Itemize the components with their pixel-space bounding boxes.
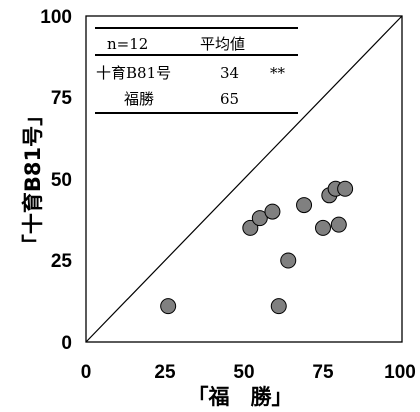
y-axis: 0 25 50 75 100 — [40, 7, 72, 354]
x-tick-label: 75 — [312, 362, 334, 383]
data-point-12 — [337, 180, 354, 197]
x-tick-label: 0 — [81, 362, 92, 383]
y-tick-label: 100 — [40, 7, 72, 28]
x-tick-label: 25 — [154, 362, 176, 383]
data-points — [160, 180, 354, 315]
data-point-1 — [160, 298, 177, 315]
data-point-4 — [264, 203, 281, 220]
data-point-11 — [330, 216, 347, 233]
x-axis: 0 25 50 75 100 — [81, 362, 416, 383]
x-tick-label: 100 — [384, 362, 416, 383]
table-header-mean: 平均値 — [200, 35, 245, 53]
y-tick-label: 75 — [51, 88, 73, 109]
plot-frame — [85, 15, 403, 343]
data-point-5 — [270, 298, 287, 315]
y-axis-title: 「十育B81号」 — [21, 105, 45, 255]
table-row-variety-1-mean: 34 — [220, 64, 239, 82]
data-point-3 — [251, 210, 268, 227]
table-row-variety-1-significance: ** — [270, 64, 286, 82]
x-tick-label: 50 — [233, 362, 254, 383]
data-point-7 — [296, 197, 313, 214]
data-point-2 — [242, 219, 259, 236]
table-row-variety-1-name: 十育B81号 — [96, 64, 171, 82]
y-tick-label: 0 — [61, 333, 72, 354]
table-header-n: n=12 — [107, 35, 148, 53]
reference-line-y-equals-x — [85, 15, 403, 343]
table-row-variety-2-mean: 65 — [220, 90, 239, 108]
table-row-variety-2-name: 福勝 — [124, 90, 154, 108]
data-point-8 — [315, 219, 331, 236]
y-tick-label: 25 — [51, 251, 73, 272]
y-tick-label: 50 — [51, 170, 72, 191]
data-point-6 — [280, 252, 297, 269]
summary-table: n=12 平均値 十育B81号 34 ** 福勝 65 — [95, 27, 298, 114]
x-axis-title: 「福 勝」 — [188, 385, 293, 409]
